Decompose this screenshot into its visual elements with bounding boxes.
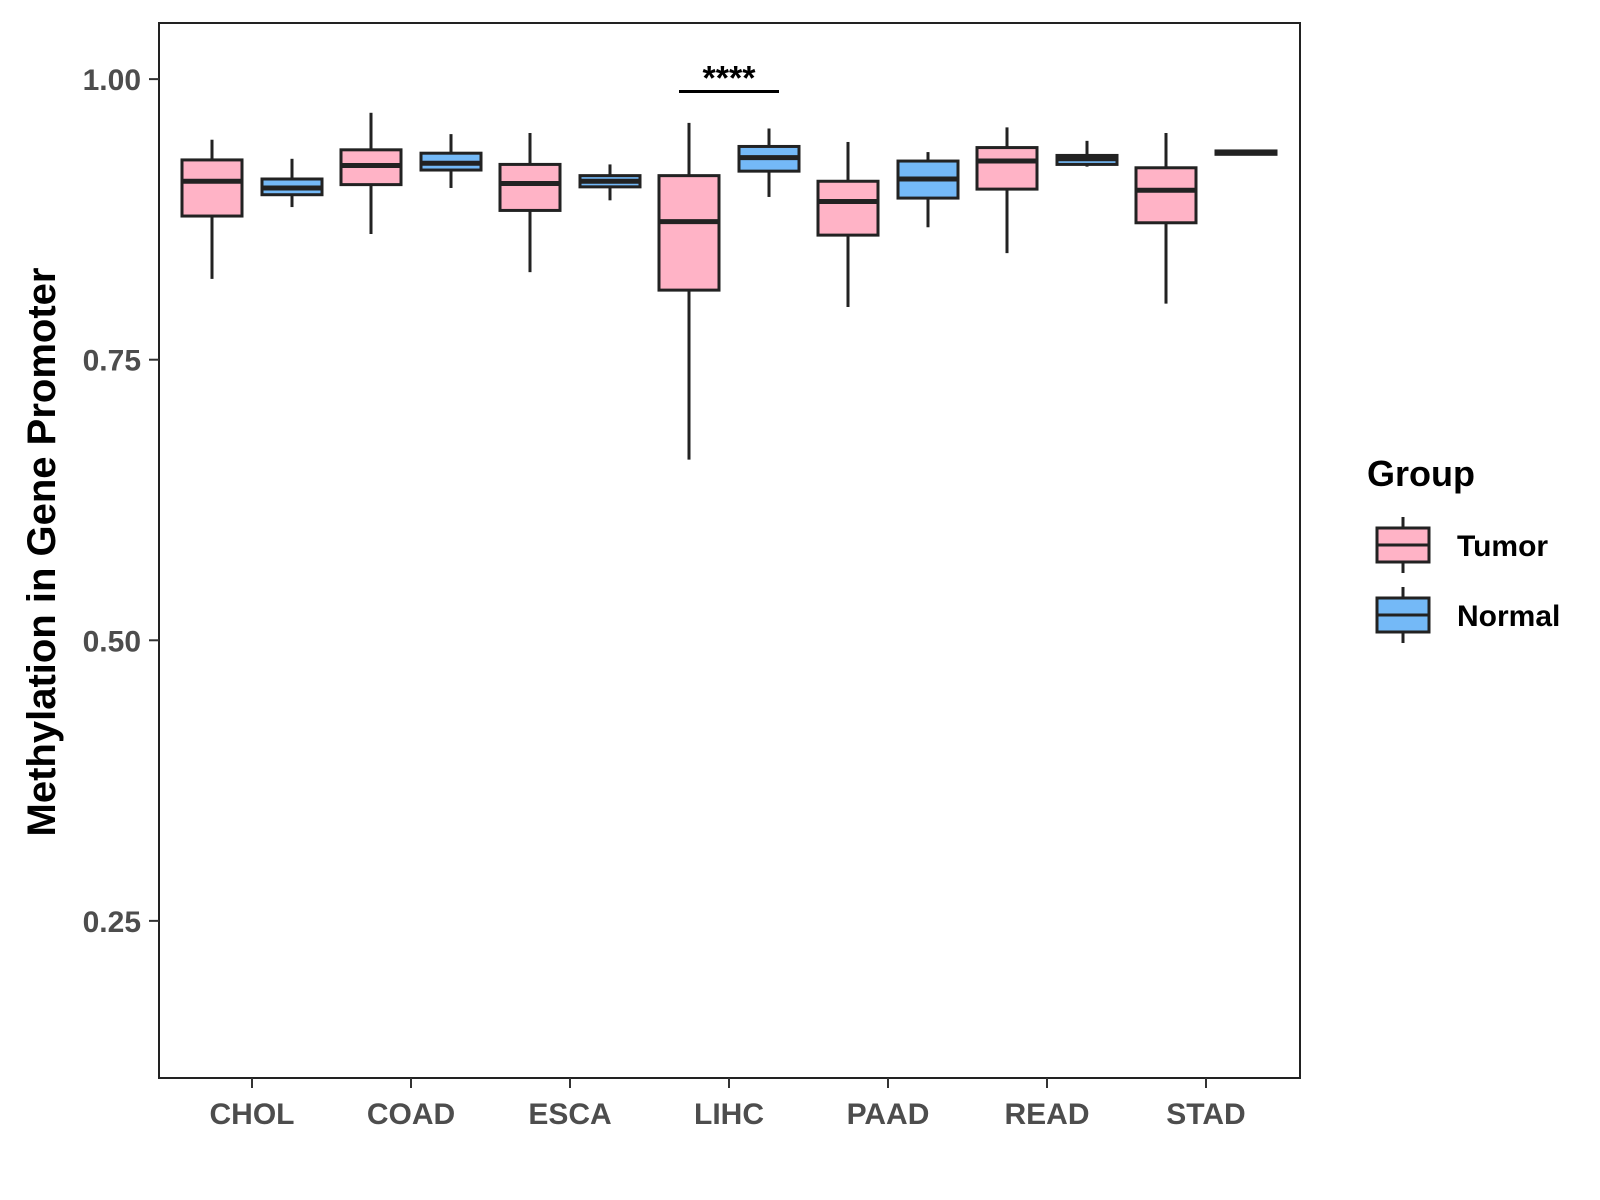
box-series [180,112,1278,460]
x-tick-label: COAD [367,1098,455,1131]
legend-title: Group [1367,453,1475,494]
box-iqr [816,179,880,237]
x-tick-label: READ [1004,1098,1089,1131]
box-iqr [975,146,1039,191]
significance-label: **** [703,59,757,97]
legend-entry-normal: Normal [1375,587,1560,643]
box-iqr [498,162,562,212]
box-iqr [657,174,721,292]
box-iqr [180,158,244,218]
x-tick-label: LIHC [694,1098,764,1131]
box-tumor-paad [816,141,880,307]
x-axis: CHOL COAD ESCA LIHC PAAD READ STAD [210,1078,1246,1131]
y-tick-label: 1.00 [83,64,141,97]
y-axis: 0.25 0.50 0.75 1.00 [83,64,159,939]
significance-annotations: **** [679,59,779,97]
box-tumor-coad [339,112,403,234]
x-tick-label: ESCA [528,1098,611,1131]
box-tumor-esca [498,132,562,273]
y-tick-label: 0.75 [83,345,141,378]
legend: Group Tumor Normal [1367,453,1560,643]
box-normal-chol [260,158,324,208]
plot-panel-frame [158,22,1301,1079]
x-tick-label: STAD [1166,1098,1245,1131]
y-tick-label: 0.50 [83,625,141,658]
box-tumor-lihc [657,122,721,460]
box-normal-esca [578,164,642,201]
box-tumor-read [975,127,1039,254]
box-iqr [1134,166,1198,225]
y-axis-title: Methylation in Gene Promoter [20,268,64,837]
legend-entries: Tumor Normal [1375,517,1560,643]
legend-entry-tumor: Tumor [1375,517,1548,573]
box-normal-lihc [737,128,801,197]
box-normal-read [1055,140,1119,167]
box-normal-stad [1214,149,1278,156]
x-tick-label: CHOL [210,1098,295,1131]
box-normal-coad [419,134,483,188]
y-tick-label: 0.25 [83,906,141,939]
box-tumor-chol [180,139,244,279]
x-tick-label: PAAD [847,1098,930,1131]
box-tumor-stad [1134,132,1198,304]
box-normal-paad [896,152,960,228]
legend-label: Tumor [1457,530,1548,563]
legend-label: Normal [1457,600,1560,633]
